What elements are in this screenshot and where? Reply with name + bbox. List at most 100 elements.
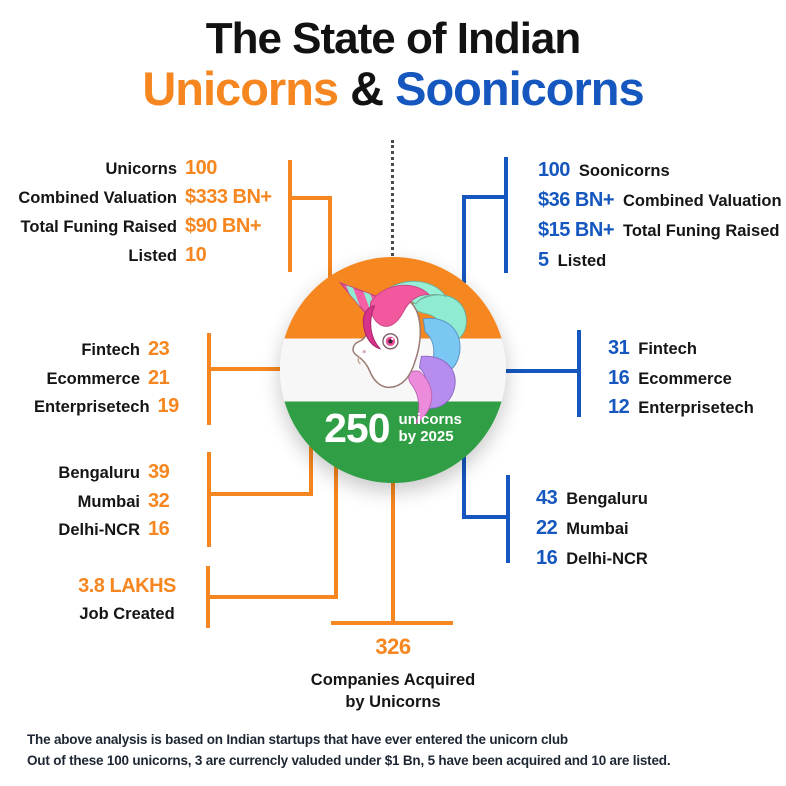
stat-label: Unicorns: [105, 160, 177, 178]
stat-row: 31 Fintech: [608, 334, 754, 364]
stat-label: Ecommerce: [638, 369, 732, 388]
connector-unicorn-stats-h: [288, 196, 332, 200]
connector-unicorn-stats-drop: [328, 196, 332, 282]
stat-label: Listed: [128, 247, 177, 265]
stat-row: Delhi-NCR 16: [34, 516, 182, 545]
connector-unicorn-sectors-h: [207, 367, 284, 371]
stat-label: Soonicorns: [578, 162, 670, 180]
stat-value: 100: [538, 159, 570, 181]
connector-unicorn-stats-spine: [288, 160, 292, 272]
connector-soonicorn-stats-drop: [462, 195, 466, 283]
connector-unicorn-sectors-spine: [207, 333, 211, 425]
stat-label: Delhi-NCR: [566, 550, 648, 568]
stat-row: 12 Enterprisetech: [608, 393, 754, 423]
stat-value: 100: [185, 157, 217, 179]
stat-label: Bengaluru: [58, 464, 140, 482]
stat-row: 16 Ecommerce: [608, 364, 754, 394]
stat-row: Ecommerce 21: [34, 365, 180, 394]
title-ampersand: &: [350, 62, 384, 116]
stat-label: Mumbai: [566, 520, 629, 538]
stat-row: 22 Mumbai: [536, 514, 648, 544]
stat-value: 19: [157, 395, 180, 417]
stat-label: Enterprisetech: [34, 398, 150, 416]
acquired-label-line2: by Unicorns: [345, 693, 441, 711]
stat-row: $15 BN+ Total Funing Raised: [538, 216, 782, 246]
stat-value: 12: [608, 396, 630, 418]
stat-value: 16: [608, 366, 630, 389]
unicorn-sectors-group: Fintech 23 Ecommerce 21 Enterprisetech 19: [34, 336, 180, 422]
projection-caption-line1: unicorns: [398, 410, 462, 428]
stat-row: 100 Soonicorns: [538, 156, 782, 186]
stat-row: Mumbai 32: [34, 488, 182, 517]
footnote: The above analysis is based on Indian st…: [27, 729, 767, 771]
stat-label: Listed: [557, 252, 607, 270]
stat-value: 10: [185, 244, 207, 266]
stat-value: 23: [148, 338, 170, 360]
connector-acquired-v: [391, 478, 395, 625]
soonicorn-stats-group: 100 Soonicorns $36 BN+ Combined Valuation …: [538, 156, 782, 276]
stat-row: 16 Delhi-NCR: [536, 544, 648, 574]
stat-value: $333 BN+: [185, 186, 272, 208]
stat-row: Unicorns 100: [20, 154, 265, 183]
connector-jobs-drop: [334, 462, 338, 599]
soonicorn-sectors-group: 31 Fintech 16 Ecommerce 12 Enterprisetech: [608, 334, 754, 423]
title-line1: The State of Indian: [205, 14, 582, 63]
stat-label: Enterprisetech: [638, 399, 754, 417]
stat-value: 21: [148, 366, 170, 389]
stat-value: 31: [608, 337, 630, 359]
title-line2: Unicorns & Soonicorns: [0, 62, 786, 116]
connector-soonicorn-cities-h: [462, 515, 510, 519]
page-title: The State of Indian Unicorns & Soonicorn…: [0, 14, 786, 116]
connector-unicorn-cities-spine: [207, 452, 211, 547]
acquired-group: 326 Companies Acquired by Unicorns: [293, 634, 493, 713]
stat-value: 16: [536, 547, 558, 569]
stat-row: Fintech 23: [34, 336, 180, 365]
stat-row: Listed 10: [20, 241, 265, 270]
unicorn-cities-group: Bengaluru 39 Mumbai 32 Delhi-NCR 16: [34, 459, 182, 545]
stat-row: Combined Valuation $333 BN+: [18, 183, 272, 212]
footnote-line1: The above analysis is based on Indian st…: [27, 732, 568, 747]
stat-label: Fintech: [81, 341, 140, 359]
dotted-divider-line: [391, 140, 394, 256]
jobs-value: 3.8 LAKHS: [78, 575, 176, 597]
stat-label: Total Funing Raised: [20, 218, 177, 236]
jobs-label: Job Created: [79, 605, 175, 623]
projection-caption-line2: by 2025: [398, 428, 454, 445]
title-word-soonicorns: Soonicorns: [395, 62, 645, 116]
stat-value: 22: [536, 517, 558, 539]
footnote-line2: Out of these 100 unicorns, 3 are currenc…: [27, 753, 671, 768]
projection-caption: unicorns by 2025: [399, 411, 462, 446]
connector-soonicorn-cities-v2: [506, 475, 510, 563]
connector-soonicorn-sectors-spine: [577, 330, 581, 417]
stat-value: 5: [538, 249, 549, 271]
stat-label: Delhi-NCR: [58, 521, 140, 539]
jobs-created-group: 3.8 LAKHS Job Created: [62, 572, 192, 628]
stat-value: $36 BN+: [538, 189, 615, 211]
connector-soonicorn-cities-v1: [462, 456, 466, 519]
unicorn-icon: [338, 280, 467, 426]
stat-value: 32: [148, 489, 170, 512]
connector-acquired-bar: [331, 621, 453, 625]
acquired-value: 326: [375, 634, 411, 659]
stat-value: 16: [148, 518, 170, 540]
connector-soonicorn-sectors-h: [503, 369, 581, 373]
stat-value: $15 BN+: [538, 219, 615, 241]
stat-value: $90 BN+: [185, 215, 262, 237]
stat-label: Ecommerce: [46, 369, 140, 388]
projection-badge: 250 unicorns by 2025: [300, 400, 486, 456]
stat-label: Bengaluru: [566, 490, 648, 508]
stat-label: Mumbai: [77, 492, 140, 511]
stat-label: Fintech: [638, 340, 697, 358]
projection-number: 250: [324, 404, 390, 451]
stat-row: $36 BN+ Combined Valuation: [538, 186, 782, 216]
stat-row: Bengaluru 39: [34, 459, 182, 488]
stat-label: Combined Valuation: [18, 189, 177, 207]
connector-soonicorn-stats-h: [463, 195, 508, 199]
stat-label: Total Funing Raised: [623, 222, 780, 240]
stat-row: 43 Bengaluru: [536, 484, 648, 514]
acquired-label-line1: Companies Acquired: [310, 671, 476, 689]
stat-value: 39: [148, 461, 170, 483]
stat-label: Combined Valuation: [623, 192, 782, 210]
connector-jobs-h: [206, 595, 338, 599]
